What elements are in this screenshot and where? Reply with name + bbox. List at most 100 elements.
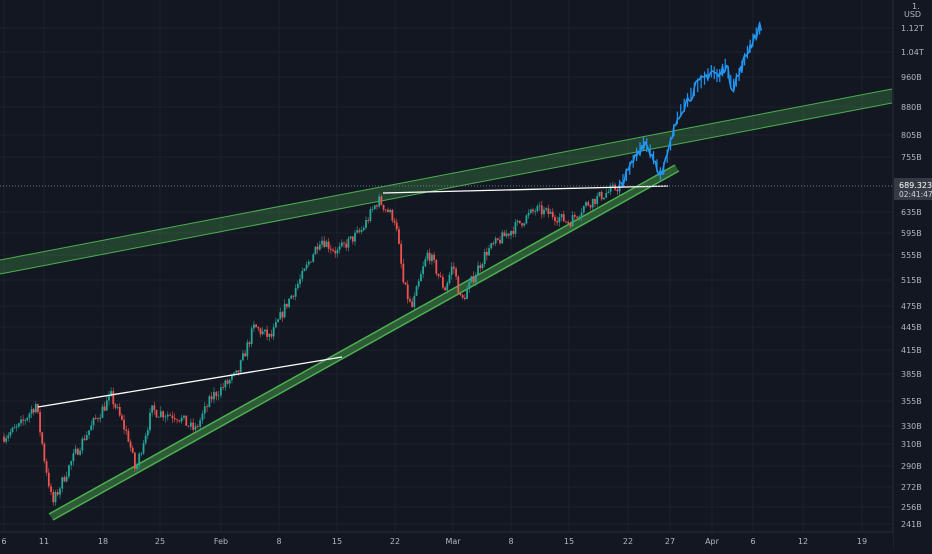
candle-body	[576, 216, 578, 218]
candle-body	[94, 418, 97, 419]
support-channel-lower[interactable]	[52, 170, 680, 521]
candle-body	[97, 418, 99, 420]
candle-body	[367, 220, 370, 221]
candle-body	[146, 430, 149, 436]
candle-body	[609, 186, 612, 192]
candle-body	[59, 488, 61, 495]
time-tick-label: 6	[750, 537, 755, 546]
candle-body	[532, 209, 534, 212]
candle-body	[173, 418, 176, 420]
candle-body	[274, 322, 277, 328]
candle-body	[103, 406, 106, 411]
candle-body	[74, 448, 77, 454]
candle-body	[327, 241, 330, 249]
support-channel-fill[interactable]	[49, 165, 679, 520]
candle-body	[545, 208, 548, 210]
price-tick-label: 515B	[901, 276, 922, 285]
candle-body	[329, 248, 332, 250]
candle-body	[540, 205, 543, 215]
candle-body	[428, 252, 431, 262]
drawings-front-layer[interactable]	[37, 185, 669, 408]
candle-body	[41, 432, 44, 444]
candle-body	[99, 417, 102, 420]
candle-body	[558, 217, 561, 223]
candle-body	[88, 430, 90, 436]
time-tick-label: 18	[98, 537, 108, 546]
candle-body	[11, 427, 14, 432]
candle-body	[318, 244, 321, 250]
candle-body	[393, 220, 396, 223]
candle-body	[56, 491, 59, 495]
candle-body	[507, 233, 510, 236]
candle-body	[516, 220, 519, 223]
candle-body	[301, 270, 304, 279]
price-tick-label: 272B	[901, 483, 922, 492]
candle-body	[5, 438, 8, 442]
price-axis-panel[interactable]	[893, 0, 932, 550]
time-tick-label: 22	[623, 537, 633, 546]
candle-body	[437, 273, 440, 276]
candle-body	[525, 215, 528, 224]
resistance-channel-lower[interactable]	[0, 102, 893, 275]
candle-body	[420, 274, 422, 282]
candle-body	[481, 264, 484, 269]
candle-body	[598, 191, 601, 197]
candle-body	[34, 404, 37, 413]
candle-body	[591, 198, 594, 208]
time-axis-panel[interactable]	[0, 532, 893, 550]
candle-body	[461, 294, 464, 298]
candle-body	[159, 411, 162, 417]
time-axis[interactable]: 6 11 18 25 Feb 8 15 22 Mar 8 15 22 27 Apr 6 12 19	[1, 537, 867, 546]
candle-body	[538, 205, 541, 207]
candle-body	[354, 232, 356, 242]
candle-body	[285, 303, 288, 307]
candle-body	[47, 472, 50, 487]
candle-body	[543, 209, 545, 215]
trendline-upper-resistance[interactable]	[382, 185, 669, 194]
candle-body	[477, 265, 479, 275]
candle-body	[270, 333, 273, 337]
price-tick-label: 960B	[901, 73, 922, 82]
candle-body	[433, 254, 436, 261]
candle-body	[312, 254, 315, 262]
candle-body	[136, 465, 138, 469]
candle-body	[231, 375, 233, 380]
trendline-lower-resistance[interactable]	[37, 356, 343, 408]
candle-body	[470, 276, 473, 283]
candle-body	[228, 379, 231, 384]
candle-body	[442, 277, 444, 288]
candle-body	[505, 233, 508, 237]
candle-body	[382, 204, 385, 210]
candle-body	[376, 205, 378, 207]
candle-body	[387, 209, 389, 213]
candle-body	[551, 211, 554, 218]
candle-body	[569, 223, 572, 227]
candle-body	[369, 209, 372, 221]
candle-body	[24, 420, 27, 421]
price-axis[interactable]: 1. USD 1.12T 1.04T 960B 880B 805B 755B 635B 595…	[901, 2, 924, 529]
candle-body	[362, 227, 365, 231]
grid	[0, 0, 892, 531]
candle-body	[203, 406, 206, 414]
candle-body	[496, 238, 499, 240]
resistance-channel-upper[interactable]	[0, 88, 893, 261]
candle-body	[340, 242, 343, 247]
candle-body	[112, 391, 115, 405]
candle-body	[192, 422, 195, 430]
candle-body	[395, 222, 398, 230]
candle-body	[600, 191, 603, 200]
candle-body	[334, 250, 337, 254]
resistance-channel-fill[interactable]	[0, 89, 892, 274]
countdown-timer: 02:41:47	[899, 190, 932, 199]
candle-body	[409, 299, 411, 302]
candle-body	[255, 324, 258, 328]
candle-body	[224, 380, 227, 388]
candle-body	[133, 452, 136, 469]
candle-body	[248, 342, 251, 344]
candle-body	[237, 370, 240, 373]
candle-body	[422, 266, 425, 275]
candle-body	[391, 209, 394, 221]
